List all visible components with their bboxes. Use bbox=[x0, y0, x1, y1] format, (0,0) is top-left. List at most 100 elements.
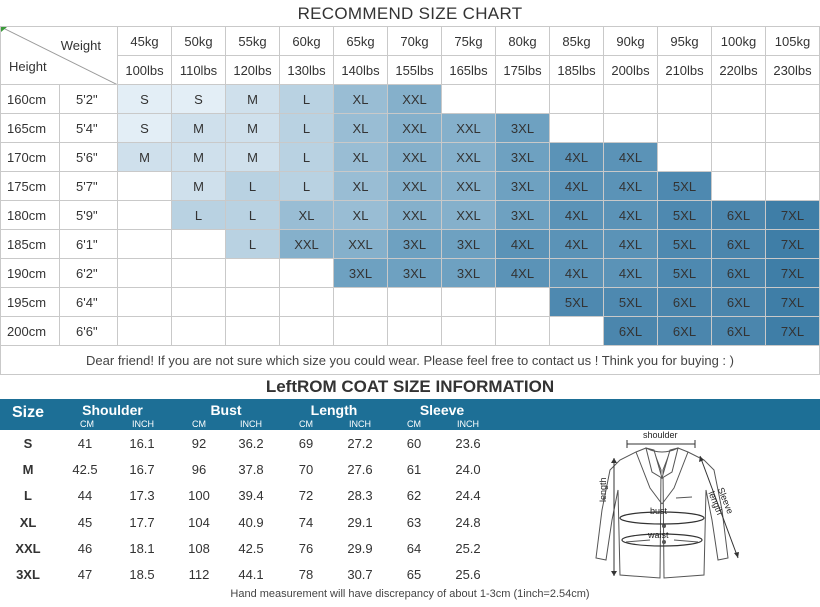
coat-title: LeftROM COAT SIZE INFORMATION bbox=[265, 377, 555, 396]
size-cell bbox=[387, 316, 442, 346]
coat-measure-value: 70 bbox=[298, 462, 314, 478]
weight-lbs-header: 185lbs bbox=[549, 55, 604, 85]
size-cell: 3XL bbox=[495, 200, 550, 230]
size-cell: 4XL bbox=[549, 200, 604, 230]
coat-measure-value: 41 bbox=[77, 436, 93, 451]
size-cell: XXL bbox=[441, 113, 496, 143]
coat-measure-value: 60 bbox=[406, 436, 422, 451]
size-cell bbox=[549, 316, 604, 346]
coat-measure-value: 17.7 bbox=[129, 514, 155, 530]
size-cell bbox=[279, 287, 334, 317]
coat-measure-value: 100 bbox=[188, 488, 210, 504]
size-row: 180cm 5'9" L L XL XL XXL XXL 3XL 4XL 4XL 5XL 6XL 7XL bbox=[0, 200, 820, 230]
size-cell: 3XL bbox=[441, 258, 496, 288]
coat-measure-value: 17.3 bbox=[129, 488, 155, 504]
size-cell: 7XL bbox=[765, 287, 820, 317]
coat-outline-icon bbox=[595, 440, 739, 579]
length-header: Length bbox=[310, 402, 358, 418]
size-row: 165cm 5'4" S M M L XL XXL XXL 3XL bbox=[0, 113, 820, 143]
diagram-bust-label: bust bbox=[650, 506, 668, 516]
weight-kg-header: 45kg bbox=[117, 26, 172, 56]
sleeve-cm-header: CM bbox=[407, 419, 421, 429]
size-cell: S bbox=[171, 84, 226, 114]
coat-measure-value: 25.6 bbox=[455, 567, 481, 582]
coat-diagram: shoulder length bust waist Sleeve length bbox=[588, 430, 758, 585]
size-cell bbox=[765, 113, 820, 143]
weight-kg-header: 90kg bbox=[603, 26, 658, 56]
coat-measure-value: 104 bbox=[188, 514, 210, 530]
size-cell: M bbox=[225, 142, 280, 172]
coat-measure-value: 24.4 bbox=[455, 488, 481, 504]
height-ft-cell: 5'9" bbox=[59, 200, 118, 230]
size-cell bbox=[225, 316, 280, 346]
weight-lbs-header: 155lbs bbox=[387, 55, 442, 85]
size-cell: L bbox=[279, 171, 334, 201]
coat-measure-value: 30.7 bbox=[347, 567, 373, 582]
size-cell: 4XL bbox=[549, 171, 604, 201]
coat-measure-value: 44 bbox=[77, 488, 93, 504]
coat-measure-value: 37.8 bbox=[238, 462, 264, 478]
coat-measure-value: 24.0 bbox=[455, 462, 481, 478]
coat-measure-value: 36.2 bbox=[238, 436, 264, 451]
size-cell: L bbox=[279, 142, 334, 172]
size-cell bbox=[387, 287, 442, 317]
coat-measure-value: 42.5 bbox=[72, 462, 98, 478]
bust-header: Bust bbox=[210, 402, 242, 418]
weight-lbs-header: 230lbs bbox=[765, 55, 820, 85]
weight-lbs-header: 200lbs bbox=[603, 55, 658, 85]
coat-size-row: M 42.5 16.7 96 37.8 70 27.6 61 24.0 bbox=[0, 456, 500, 482]
size-cell: M bbox=[225, 84, 280, 114]
size-cell: M bbox=[171, 171, 226, 201]
weight-lbs-header: 120lbs bbox=[225, 55, 280, 85]
coat-measure-value: 44.1 bbox=[238, 567, 264, 582]
size-cell: S bbox=[117, 113, 172, 143]
size-cell: 6XL bbox=[711, 258, 766, 288]
size-cell bbox=[171, 287, 226, 317]
size-cell bbox=[333, 287, 388, 317]
coat-measure-value: 112 bbox=[188, 567, 210, 582]
size-cell: XXL bbox=[387, 113, 442, 143]
coat-measure-value: 28.3 bbox=[347, 488, 373, 504]
weight-kg-header: 100kg bbox=[711, 26, 766, 56]
weight-kg-header: 50kg bbox=[171, 26, 226, 56]
measurement-note: Hand measurement will have discrepancy o… bbox=[230, 588, 590, 600]
size-cell bbox=[333, 316, 388, 346]
size-cell bbox=[765, 171, 820, 201]
height-cm-cell: 185cm bbox=[0, 229, 60, 259]
size-cell: 7XL bbox=[765, 229, 820, 259]
recommend-size-table: Weight Height 45kg 50kg 55kg 60kg 65kg 70kg 75… bbox=[0, 26, 820, 375]
height-ft-cell: 6'4" bbox=[59, 287, 118, 317]
size-row: 170cm 5'6" M M M L XL XXL XXL 3XL 4XL 4XL bbox=[0, 142, 820, 172]
size-cell bbox=[657, 113, 712, 143]
size-cell: XXL bbox=[279, 229, 334, 259]
coat-measure-value: 65 bbox=[406, 567, 422, 582]
size-cell: M bbox=[171, 113, 226, 143]
size-cell: 4XL bbox=[495, 229, 550, 259]
coat-measure-value: 18.5 bbox=[129, 567, 155, 582]
weight-kg-header: 80kg bbox=[495, 26, 550, 56]
size-cell: 6XL bbox=[711, 229, 766, 259]
shoulder-header: Shoulder bbox=[82, 402, 143, 418]
coat-size-label: S bbox=[23, 436, 33, 451]
size-cell: 3XL bbox=[495, 142, 550, 172]
weight-kg-header: 105kg bbox=[765, 26, 820, 56]
weight-kg-header: 60kg bbox=[279, 26, 334, 56]
coat-measure-value: 29.1 bbox=[347, 514, 373, 530]
coat-measure-value: 24.8 bbox=[455, 514, 481, 530]
size-row: 185cm 6'1" L XXL XXL 3XL 3XL 4XL 4XL 4XL 5XL 6XL 7XL bbox=[0, 229, 820, 259]
weight-kg-header: 70kg bbox=[387, 26, 442, 56]
size-cell: 6XL bbox=[603, 316, 658, 346]
size-cell: XL bbox=[333, 200, 388, 230]
size-cell: 4XL bbox=[549, 142, 604, 172]
size-cell bbox=[495, 287, 550, 317]
coat-measure-value: 39.4 bbox=[238, 488, 264, 504]
coat-measure-value: 18.1 bbox=[129, 540, 155, 556]
size-cell bbox=[495, 84, 550, 114]
weight-kg-header: 65kg bbox=[333, 26, 388, 56]
size-cell: 4XL bbox=[603, 258, 658, 288]
weight-lbs-header: 210lbs bbox=[657, 55, 712, 85]
height-label: Height bbox=[9, 59, 47, 74]
coat-size-label: 3XL bbox=[16, 567, 40, 582]
weight-lbs-header: 100lbs bbox=[117, 55, 172, 85]
weight-kg-header: 85kg bbox=[549, 26, 604, 56]
